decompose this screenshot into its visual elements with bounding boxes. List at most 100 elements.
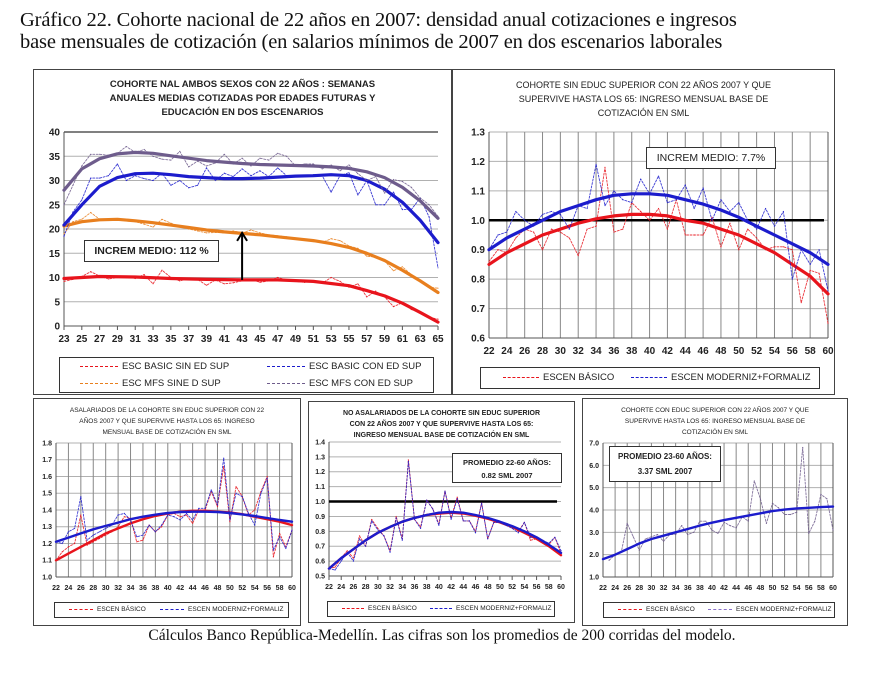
data-point [81, 165, 83, 167]
y-tick-label: 1.3 [42, 524, 52, 531]
data-point [321, 168, 323, 170]
chart-annotation-increm-medio: INCREM MEDIO: 7.7% [646, 147, 776, 169]
data-point [198, 507, 200, 509]
data-point [377, 529, 379, 531]
x-tick-label: 56 [533, 584, 541, 591]
data-point [334, 569, 336, 571]
x-tick-label: 60 [557, 584, 565, 591]
chart-title-line: NO ASALARIADOS DE LA COHORTE SIN EDUC SU… [342, 410, 541, 417]
x-tick-label: 43 [237, 334, 249, 345]
data-point [67, 546, 70, 548]
data-point [277, 167, 279, 169]
data-point [232, 282, 234, 284]
data-point [684, 184, 686, 186]
data-point [820, 493, 822, 495]
chart-title-line: ASALARIADOS DE LA COHORTE SIN EDUC SUPER… [69, 407, 265, 414]
y-tick-label: 1.0 [42, 574, 52, 581]
data-point [438, 524, 440, 526]
series-line-trend [327, 510, 563, 570]
data-point [74, 542, 76, 545]
y-tick-label: 0.6 [471, 334, 485, 345]
x-tick-label: 44 [459, 584, 467, 591]
data-point [524, 219, 526, 221]
data-point [604, 204, 606, 207]
x-tick-label: 60 [288, 585, 296, 592]
data-point [541, 249, 544, 251]
data-point [154, 531, 156, 533]
x-tick-label: 27 [94, 334, 106, 345]
legend-item: ESC BASIC CON ED SUP [267, 361, 421, 372]
data-point [90, 177, 92, 179]
data-point [179, 519, 181, 521]
x-tick-label: 52 [781, 585, 789, 592]
data-point [832, 529, 834, 531]
data-point [375, 290, 377, 292]
legend-swatch-blue [430, 608, 452, 609]
chart-plot: 1.0 1.1 1.2 1.3 1.4 1.5 1.6 1.7 1.8 22 24 26 28 30 32 3… [42, 440, 296, 592]
y-tick-label: 1.0 [315, 499, 325, 506]
data-point [259, 157, 261, 159]
chart-title-line: CON 22 AÑOS 2007 Y QUE SUPERVIVE HASTA L… [349, 421, 534, 428]
legend-label: ESCEN MODERNIZ+FORMALIZ [456, 605, 552, 612]
data-point [666, 228, 669, 230]
data-point [254, 524, 256, 526]
y-tick-label: 1.4 [315, 439, 325, 446]
data-point [247, 512, 250, 514]
data-point [529, 539, 532, 541]
x-tick-label: 32 [386, 584, 394, 591]
data-point [357, 283, 359, 285]
data-point [802, 446, 804, 449]
x-tick-label: 52 [508, 584, 516, 591]
data-point [72, 184, 74, 186]
x-tick-label: 35 [165, 334, 177, 345]
legend-swatch-red [503, 377, 539, 378]
legend-swatch-red [342, 608, 364, 609]
x-tick-label: 58 [817, 585, 825, 592]
data-point [330, 164, 332, 166]
data-point [800, 302, 802, 304]
data-point [136, 541, 138, 543]
x-tick-label: 24 [611, 585, 619, 592]
data-point [272, 556, 274, 558]
x-tick-label: 28 [635, 585, 643, 592]
data-point [107, 278, 110, 280]
data-point [729, 222, 731, 224]
data-point [188, 166, 190, 168]
x-tick-label: 52 [238, 585, 246, 592]
data-point [366, 255, 368, 257]
data-point [631, 202, 633, 204]
data-point [142, 539, 144, 541]
y-tick-label: 0.8 [471, 275, 485, 286]
y-tick-label: 6.0 [589, 463, 599, 470]
data-point [223, 283, 225, 285]
data-point [277, 276, 279, 279]
data-point [196, 184, 199, 186]
x-tick-label: 26 [519, 346, 531, 357]
x-tick-label: 36 [139, 585, 147, 592]
chart-title-line: ANUALES MEDIAS COTIZADAS POR EDADES FUTU… [109, 93, 376, 104]
data-point [506, 231, 508, 233]
data-point [550, 210, 553, 213]
data-point [72, 221, 74, 223]
data-point [241, 168, 243, 170]
x-tick-label: 36 [684, 585, 692, 592]
data-point [419, 197, 421, 199]
x-tick-label: 34 [398, 584, 406, 591]
data-point [192, 522, 194, 524]
data-point [330, 191, 332, 193]
data-point [61, 542, 63, 545]
data-point [365, 545, 367, 547]
data-point [738, 202, 740, 204]
data-point [515, 210, 517, 213]
data-point [395, 517, 397, 519]
data-point [229, 519, 231, 521]
x-tick-label: 30 [102, 585, 110, 592]
x-tick-label: 32 [660, 585, 668, 592]
data-point [392, 178, 395, 181]
x-tick-label: 54 [251, 585, 259, 592]
chart-panel-asalariados: ASALARIADOS DE LA COHORTE SIN EDUC SUPER… [33, 398, 301, 626]
series-line-observed [488, 163, 829, 292]
data-point [702, 187, 704, 189]
x-tick-label: 50 [769, 585, 777, 592]
series-line-trend [54, 509, 294, 562]
